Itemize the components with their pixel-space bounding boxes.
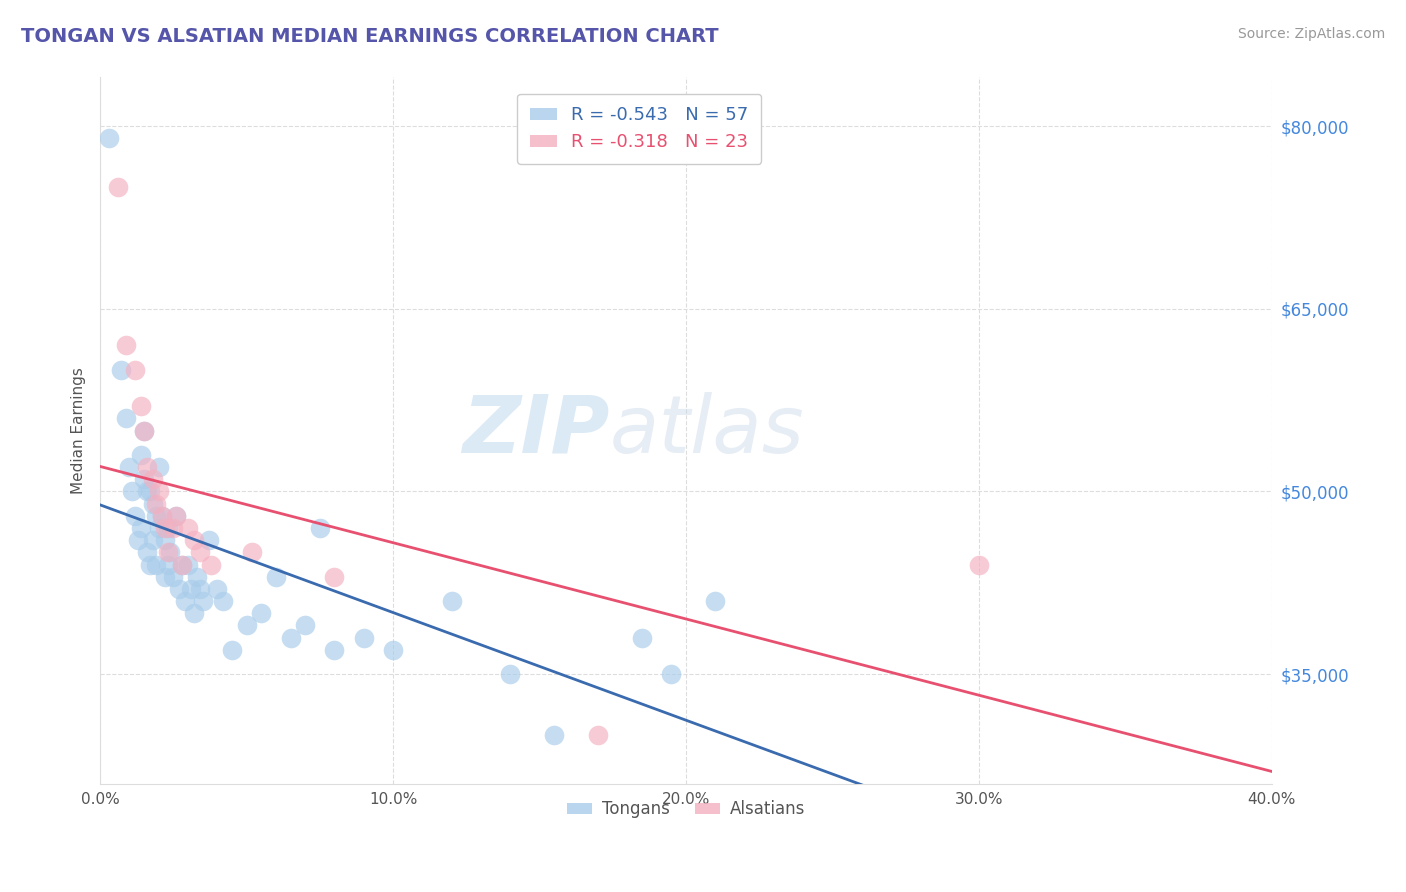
Point bbox=[242, 545, 264, 559]
Point bbox=[148, 460, 170, 475]
Point bbox=[280, 631, 302, 645]
Point bbox=[323, 570, 346, 584]
Point bbox=[145, 497, 167, 511]
Point bbox=[139, 558, 162, 572]
Point bbox=[153, 533, 176, 548]
Point bbox=[145, 558, 167, 572]
Point bbox=[145, 508, 167, 523]
Point bbox=[136, 460, 159, 475]
Text: TONGAN VS ALSATIAN MEDIAN EARNINGS CORRELATION CHART: TONGAN VS ALSATIAN MEDIAN EARNINGS CORRE… bbox=[21, 27, 718, 45]
Point bbox=[235, 618, 257, 632]
Point bbox=[124, 362, 146, 376]
Point bbox=[115, 338, 138, 352]
Point bbox=[132, 424, 155, 438]
Point bbox=[197, 533, 219, 548]
Point bbox=[165, 508, 187, 523]
Point bbox=[543, 728, 565, 742]
Point bbox=[188, 545, 211, 559]
Point bbox=[167, 582, 190, 596]
Y-axis label: Median Earnings: Median Earnings bbox=[72, 368, 86, 494]
Point bbox=[148, 484, 170, 499]
Point bbox=[148, 521, 170, 535]
Point bbox=[382, 642, 405, 657]
Point bbox=[156, 521, 179, 535]
Point bbox=[127, 533, 149, 548]
Point bbox=[586, 728, 609, 742]
Point bbox=[191, 594, 214, 608]
Point bbox=[159, 545, 181, 559]
Point bbox=[142, 497, 165, 511]
Point bbox=[207, 582, 229, 596]
Point bbox=[174, 594, 197, 608]
Point bbox=[172, 558, 194, 572]
Point bbox=[183, 533, 205, 548]
Point bbox=[188, 582, 211, 596]
Point bbox=[132, 424, 155, 438]
Point bbox=[165, 508, 187, 523]
Point bbox=[121, 484, 143, 499]
Point bbox=[353, 631, 375, 645]
Point bbox=[308, 521, 330, 535]
Point bbox=[294, 618, 316, 632]
Point bbox=[115, 411, 138, 425]
Point bbox=[499, 667, 522, 681]
Point bbox=[186, 570, 208, 584]
Legend: Tongans, Alsatians: Tongans, Alsatians bbox=[560, 794, 811, 825]
Point bbox=[150, 508, 173, 523]
Point bbox=[136, 484, 159, 499]
Point bbox=[153, 570, 176, 584]
Point bbox=[129, 399, 152, 413]
Point bbox=[118, 460, 141, 475]
Point bbox=[250, 606, 273, 620]
Point bbox=[156, 558, 179, 572]
Point bbox=[139, 484, 162, 499]
Point bbox=[200, 558, 222, 572]
Point bbox=[323, 642, 346, 657]
Point bbox=[132, 472, 155, 486]
Point bbox=[150, 508, 173, 523]
Point bbox=[129, 448, 152, 462]
Text: Source: ZipAtlas.com: Source: ZipAtlas.com bbox=[1237, 27, 1385, 41]
Point bbox=[129, 521, 152, 535]
Point bbox=[212, 594, 235, 608]
Point bbox=[153, 521, 176, 535]
Point bbox=[183, 606, 205, 620]
Point bbox=[172, 558, 194, 572]
Point bbox=[136, 545, 159, 559]
Point bbox=[440, 594, 463, 608]
Point bbox=[107, 180, 129, 194]
Point bbox=[967, 558, 990, 572]
Text: ZIP: ZIP bbox=[463, 392, 610, 469]
Point bbox=[97, 131, 120, 145]
Point bbox=[124, 508, 146, 523]
Point bbox=[142, 472, 165, 486]
Point bbox=[162, 570, 184, 584]
Point bbox=[177, 558, 200, 572]
Point bbox=[221, 642, 243, 657]
Point bbox=[659, 667, 682, 681]
Point bbox=[162, 521, 184, 535]
Point bbox=[110, 362, 132, 376]
Point bbox=[177, 521, 200, 535]
Point bbox=[180, 582, 202, 596]
Text: atlas: atlas bbox=[610, 392, 804, 469]
Point bbox=[631, 631, 654, 645]
Point bbox=[264, 570, 287, 584]
Point bbox=[156, 545, 179, 559]
Point bbox=[142, 533, 165, 548]
Point bbox=[704, 594, 727, 608]
